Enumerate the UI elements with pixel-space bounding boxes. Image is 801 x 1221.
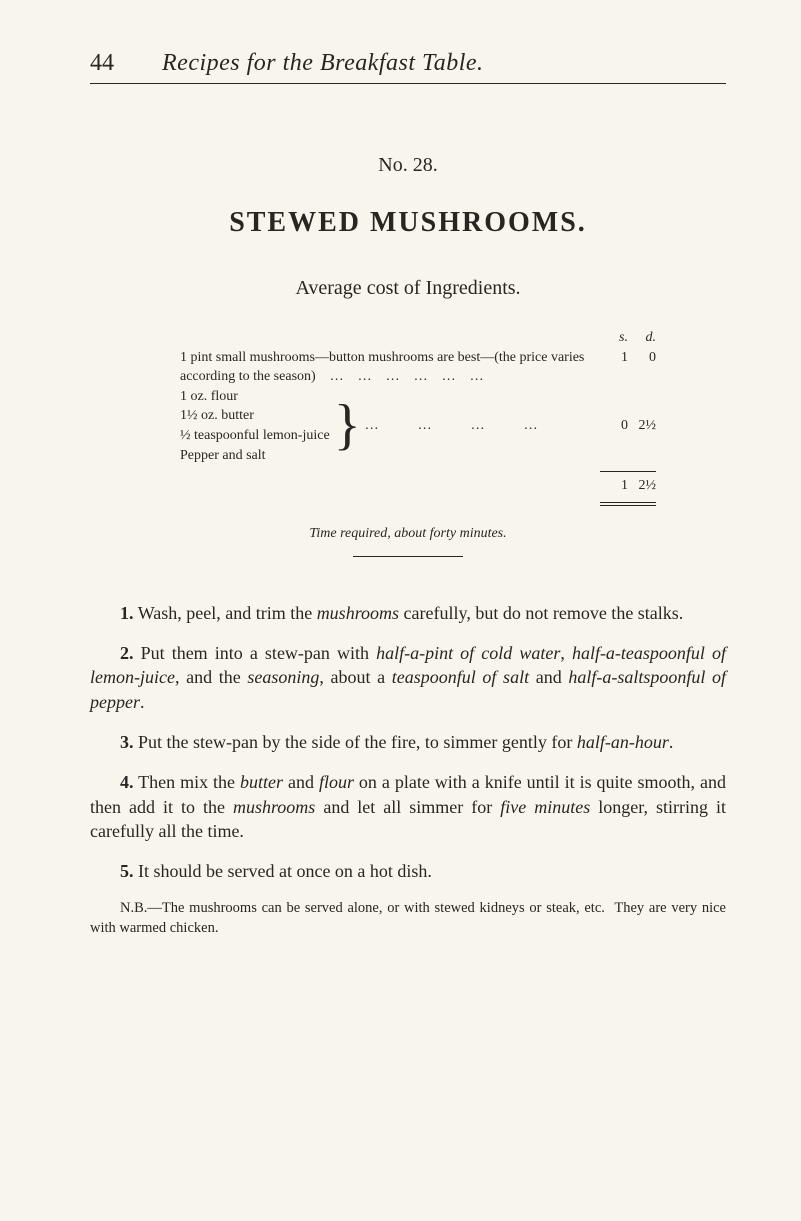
price-header: s. d. xyxy=(180,328,656,348)
instruction-paragraph: 5. It should be served at once on a hot … xyxy=(90,859,726,883)
ingredient-item: Pepper and salt xyxy=(180,446,330,466)
page-header: 44 Recipes for the Breakfast Table. xyxy=(90,50,726,77)
recipe-number: No. 28. xyxy=(90,154,726,177)
instruction-paragraph: 4. Then mix the butter and flour on a pl… xyxy=(90,770,726,843)
instruction-paragraph: 1. Wash, peel, and trim the mushrooms ca… xyxy=(90,601,726,625)
average-cost-label: Average cost of Ingredients. xyxy=(90,277,726,300)
shillings-header: s. xyxy=(600,328,628,348)
price-d: 2½ xyxy=(628,416,656,436)
header-rule xyxy=(90,83,726,84)
step-text: Then mix the butter and flour on a plate… xyxy=(90,772,726,841)
pence-header: d. xyxy=(628,328,656,348)
step-number: 1. xyxy=(120,603,134,623)
bracket-items: 1 oz. flour 1½ oz. butter ½ teaspoonful … xyxy=(180,387,330,465)
ingredient-price: 0 2½ xyxy=(600,416,656,436)
step-number: 3. xyxy=(120,732,134,752)
step-text: Put them into a stew-pan with half-a-pin… xyxy=(90,643,726,712)
ingredient-dots: … … … … xyxy=(365,416,600,436)
step-text: Put the stew-pan by the side of the fire… xyxy=(138,732,673,752)
ingredient-price: 1 0 xyxy=(600,348,656,368)
ingredient-item: 1 oz. flour xyxy=(180,387,330,407)
price-s: 0 xyxy=(600,416,628,436)
time-required: Time required, about forty minutes. xyxy=(90,526,726,542)
ingredients-block: s. d. 1 pint small mushrooms—button mush… xyxy=(180,328,656,506)
total-s: 1 xyxy=(600,476,628,496)
step-number: 5. xyxy=(120,861,134,881)
nota-bene: N.B.—The mushrooms can be served alone, … xyxy=(90,899,726,938)
total-double-rule xyxy=(600,502,656,506)
recipe-title: STEWED MUSHROOMS. xyxy=(90,207,726,239)
total-row: 1 2½ xyxy=(180,476,656,496)
ingredient-item: ½ teaspoonful lemon-juice xyxy=(180,426,330,446)
ingredient-row: 1 pint small mushrooms—button mushrooms … xyxy=(180,348,656,387)
running-title: Recipes for the Breakfast Table. xyxy=(162,50,484,77)
step-number: 2. xyxy=(120,643,134,663)
total-rule xyxy=(600,471,656,472)
step-text: Wash, peel, and trim the mushrooms caref… xyxy=(138,603,684,623)
page-number: 44 xyxy=(90,50,114,77)
step-text: It should be served at once on a hot dis… xyxy=(138,861,432,881)
bracket-group: 1 oz. flour 1½ oz. butter ½ teaspoonful … xyxy=(180,387,365,465)
instruction-paragraph: 2. Put them into a stew-pan with half-a-… xyxy=(90,641,726,714)
ingredient-item: 1½ oz. butter xyxy=(180,406,330,426)
ingredient-group-row: 1 oz. flour 1½ oz. butter ½ teaspoonful … xyxy=(180,387,656,465)
price-d: 0 xyxy=(628,348,656,368)
ingredient-desc: 1 pint small mushrooms—button mushrooms … xyxy=(180,348,600,387)
separator-rule xyxy=(353,556,463,557)
total-d: 2½ xyxy=(628,476,656,496)
step-number: 4. xyxy=(120,772,134,792)
price-s: 1 xyxy=(600,348,628,368)
instruction-paragraph: 3. Put the stew-pan by the side of the f… xyxy=(90,730,726,754)
brace-icon: } xyxy=(334,406,361,445)
